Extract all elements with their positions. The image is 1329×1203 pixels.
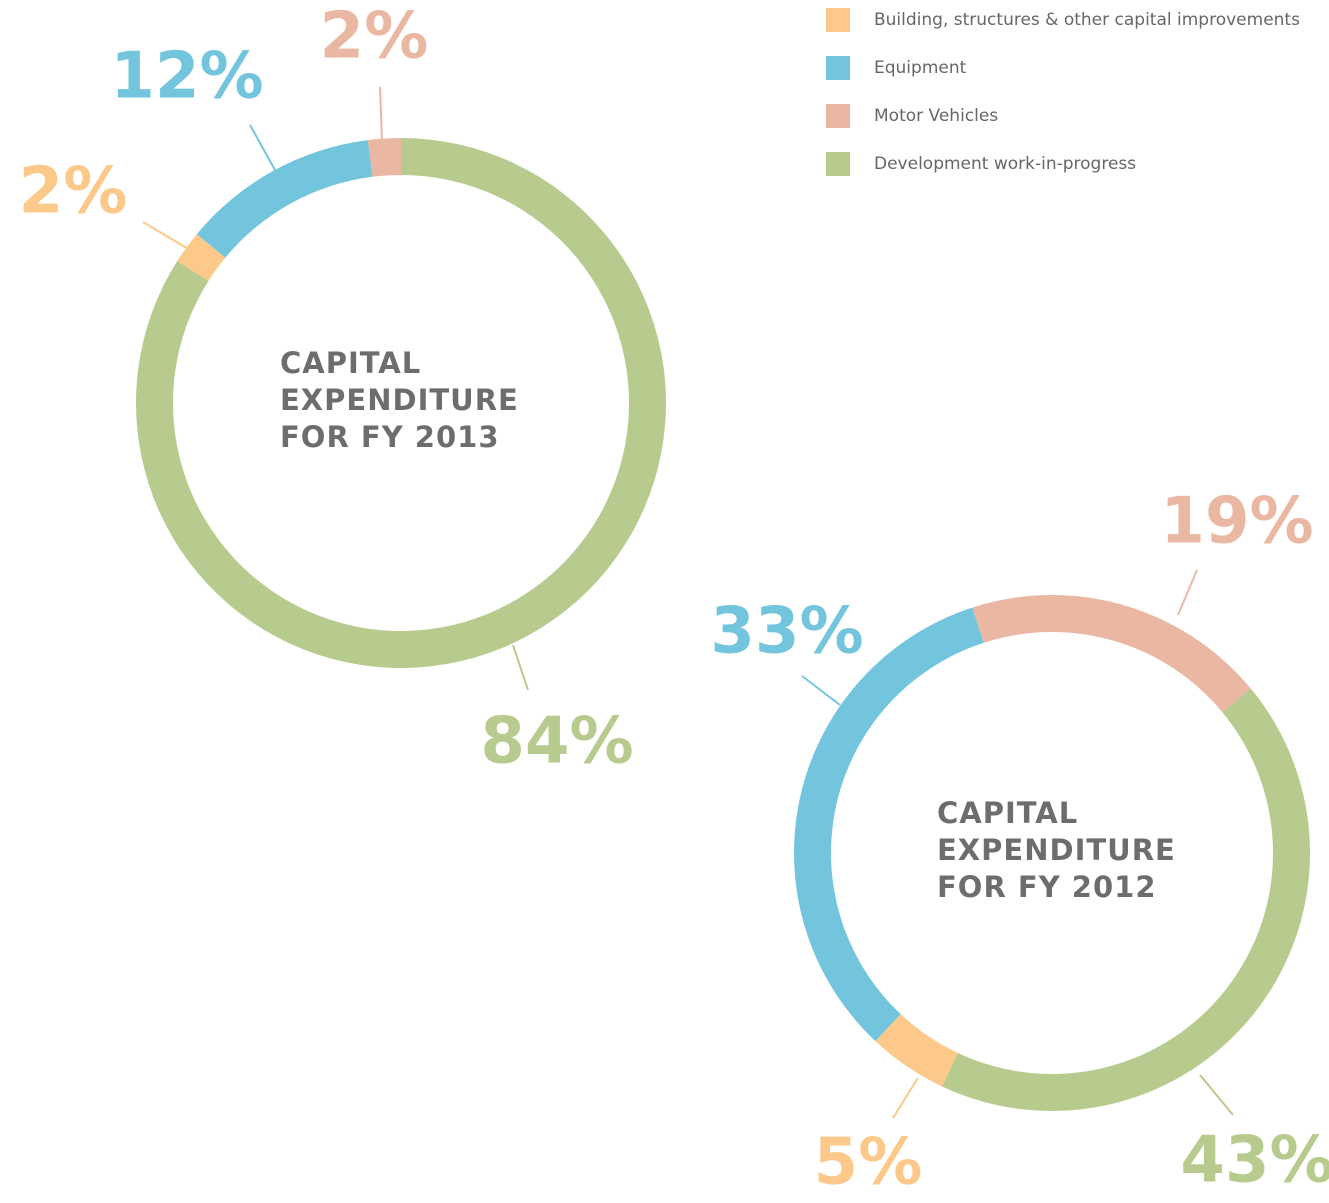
legend-swatch <box>826 152 850 176</box>
legend-swatch <box>826 8 850 32</box>
donut-segment <box>367 138 401 177</box>
donut-segment <box>196 140 373 258</box>
data-label: 84% <box>480 705 633 779</box>
donut-segment <box>793 607 984 1042</box>
leader-line <box>249 124 276 171</box>
legend-swatch <box>826 56 850 80</box>
donut-segment <box>972 595 1251 713</box>
leader-line <box>142 221 191 251</box>
data-label: 33% <box>710 595 863 669</box>
donut-segment <box>177 234 226 281</box>
legend-label: Motor Vehicles <box>874 106 998 126</box>
data-label: 5% <box>814 1126 923 1200</box>
legend-label: Building, structures & other capital imp… <box>874 10 1300 30</box>
leader-line <box>1177 569 1198 616</box>
leader-line <box>512 644 529 691</box>
data-label: 12% <box>110 40 263 114</box>
leader-line <box>1199 1074 1234 1116</box>
data-label: 2% <box>320 0 429 74</box>
data-label: 19% <box>1160 485 1313 559</box>
leader-line <box>379 86 383 141</box>
donut-segment <box>875 1014 958 1087</box>
legend-label: Development work-in-progress <box>874 154 1136 174</box>
chart-title: CAPITAL EXPENDITURE FOR FY 2013 <box>280 346 519 454</box>
legend-label: Equipment <box>874 58 967 78</box>
legend-swatch <box>826 104 850 128</box>
data-label: 43% <box>1180 1124 1329 1198</box>
donut-segment <box>942 688 1310 1111</box>
leader-line <box>801 675 841 706</box>
chart-title: CAPITAL EXPENDITURE FOR FY 2012 <box>937 796 1176 904</box>
data-label: 2% <box>19 155 128 229</box>
leader-line <box>892 1077 919 1119</box>
